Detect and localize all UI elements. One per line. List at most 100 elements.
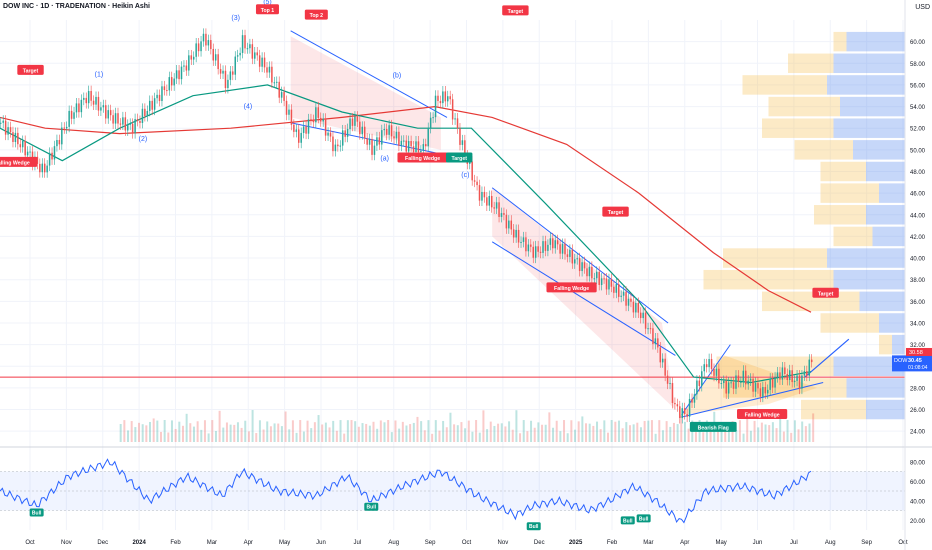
candle-body xyxy=(2,120,4,123)
falling-wedge-label-1: Falling Wedge xyxy=(0,160,30,166)
candle-body xyxy=(85,97,87,104)
time-tick-label: 2024 xyxy=(132,540,146,546)
candle-body xyxy=(586,268,588,277)
price-tick-label: 38.00 xyxy=(910,278,926,284)
candle-body xyxy=(740,381,742,383)
candle-body xyxy=(254,52,256,59)
candle-body xyxy=(268,66,271,73)
candle-body xyxy=(105,105,107,119)
candle-body xyxy=(705,364,708,368)
candle-body xyxy=(461,140,464,145)
candle-body xyxy=(73,112,75,119)
candle-body xyxy=(762,387,764,397)
candle-body xyxy=(285,100,288,115)
profile-down-bar xyxy=(820,183,879,203)
candle-body xyxy=(227,79,229,89)
volume-bar xyxy=(269,426,272,442)
volume-bar xyxy=(427,420,430,442)
volume-bar xyxy=(570,420,573,442)
candle-body xyxy=(715,368,718,376)
candle-body xyxy=(686,414,688,417)
candle-body xyxy=(464,140,466,156)
volume-bar xyxy=(240,427,243,442)
candle-body xyxy=(65,126,68,129)
candle-body xyxy=(19,144,22,148)
profile-down-bar xyxy=(723,378,847,398)
profile-up-bar xyxy=(853,140,905,160)
candle-body xyxy=(701,371,703,387)
candle-body xyxy=(556,240,559,245)
chart-grid xyxy=(0,20,905,530)
volume-bar xyxy=(229,424,232,442)
candle-body xyxy=(512,229,515,238)
candle-body xyxy=(657,338,659,348)
price-tick-label: 28.00 xyxy=(910,386,926,392)
candle-body xyxy=(229,71,232,80)
candle-body xyxy=(405,140,407,152)
time-tick-label: Sep xyxy=(425,540,436,546)
candle-body xyxy=(302,126,305,133)
candle-body xyxy=(481,191,483,201)
volume-bar xyxy=(727,426,730,442)
rsi-tick-label: 80.00 xyxy=(910,460,926,466)
target-label-5-bg xyxy=(812,287,839,298)
candle-body xyxy=(95,96,97,105)
volume-bar xyxy=(511,429,514,442)
candle-body xyxy=(774,377,776,388)
candle-body xyxy=(710,359,713,369)
candle-body xyxy=(552,238,554,249)
candle-body xyxy=(488,195,491,206)
volume-bar xyxy=(764,424,767,442)
volume-bar xyxy=(214,430,217,442)
candle-body xyxy=(642,312,644,319)
candle-body xyxy=(517,229,520,243)
price-tick-label: 54.00 xyxy=(910,105,926,111)
rsi-line xyxy=(0,458,812,524)
candle-body xyxy=(727,382,730,394)
candle-body xyxy=(571,249,574,264)
volume-bar xyxy=(585,423,588,442)
volume-bar xyxy=(746,410,749,442)
price-tick-label: 58.00 xyxy=(910,62,926,68)
candle-body xyxy=(742,370,745,382)
candle-body xyxy=(583,262,586,269)
candle-body xyxy=(312,119,315,123)
volume-bar xyxy=(665,421,668,442)
ma-slow-line xyxy=(0,105,812,313)
wave-5-label: (5) xyxy=(263,0,272,6)
volume-bar xyxy=(317,415,320,442)
candle-body xyxy=(493,207,495,209)
candle-body xyxy=(273,82,276,84)
candle-body xyxy=(644,312,647,329)
candle-body xyxy=(442,91,444,104)
volume-bar xyxy=(321,424,324,442)
price-tick-label: 44.00 xyxy=(910,213,926,219)
volume-bar xyxy=(471,431,474,442)
falling-wedge-top xyxy=(290,36,441,150)
candle-body xyxy=(708,359,710,368)
candle-body xyxy=(173,78,175,86)
volume-bar xyxy=(574,429,577,442)
profile-up-bar xyxy=(866,399,905,420)
candle-body xyxy=(337,144,339,147)
candle-body xyxy=(632,301,635,313)
candle-body xyxy=(598,271,600,285)
volume-bar xyxy=(156,420,159,442)
candle-body xyxy=(698,380,701,387)
rsi-tick-label: 40.00 xyxy=(910,499,926,505)
volume-bar xyxy=(720,423,723,442)
candle-body xyxy=(363,126,366,139)
candle-body xyxy=(652,328,654,345)
candle-body xyxy=(515,229,517,238)
candle-body xyxy=(39,163,41,173)
candle-body xyxy=(317,107,320,118)
volume-bar xyxy=(442,420,445,442)
candle-body xyxy=(593,278,596,280)
volume-bar xyxy=(178,421,181,442)
bull-label: Bull xyxy=(623,518,633,524)
volume-bar xyxy=(405,425,408,442)
candle-body xyxy=(124,117,127,131)
time-tick-label: Mar xyxy=(207,540,217,546)
volume-bar xyxy=(207,433,210,442)
